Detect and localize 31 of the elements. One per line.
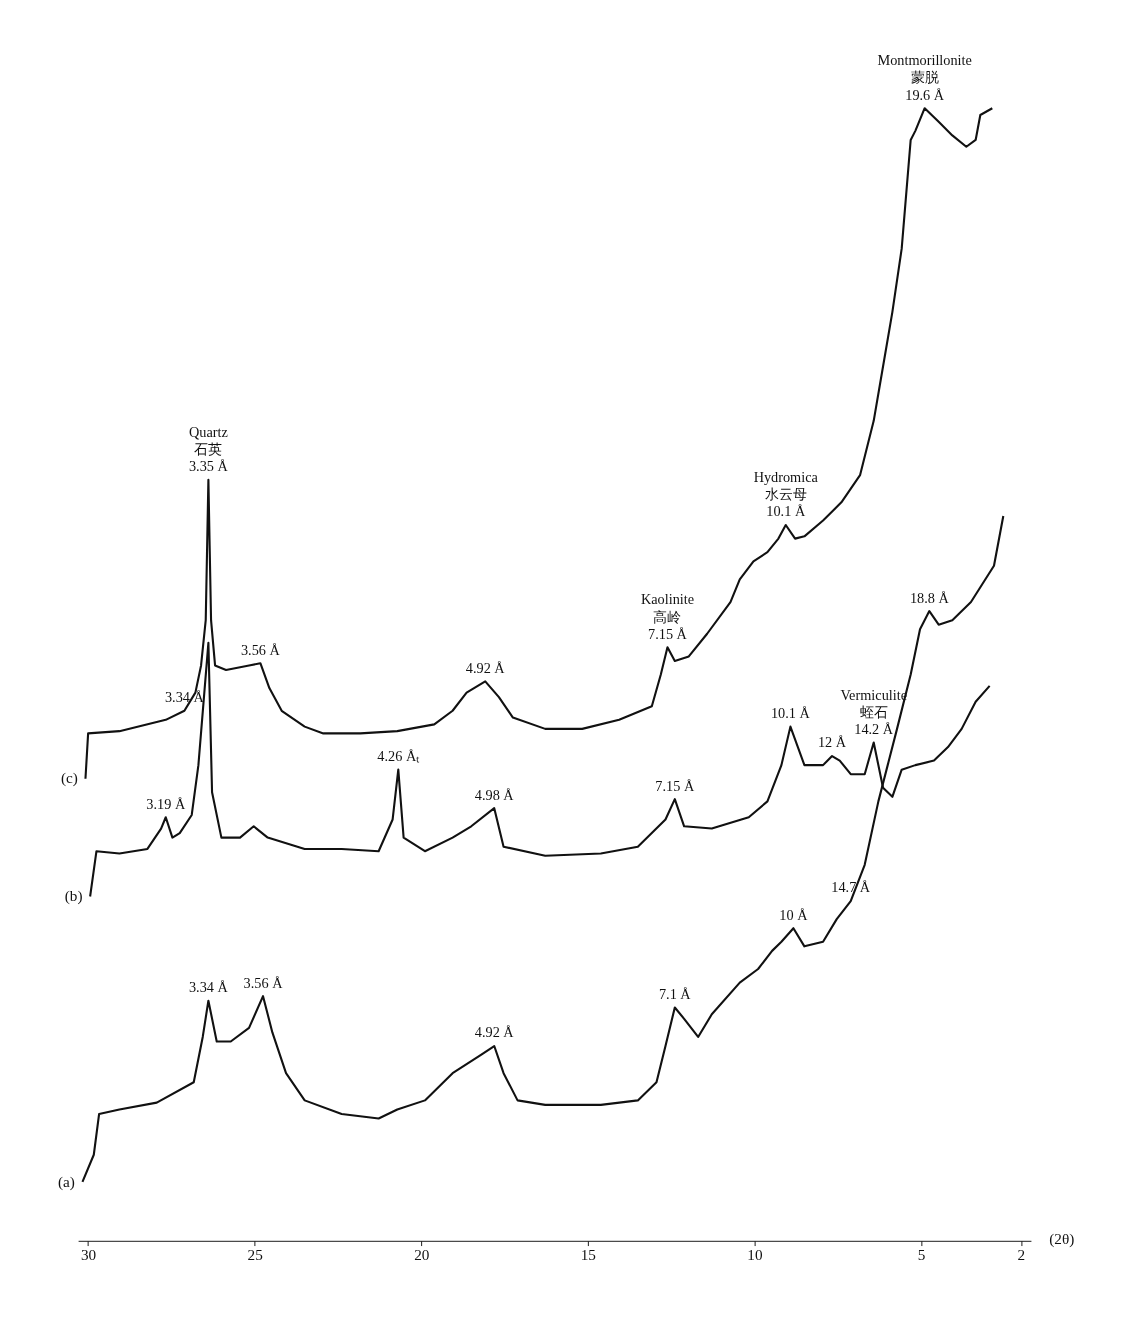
x-tick-label: 20 — [414, 1246, 430, 1264]
annotation: 4.26 Åₜ — [377, 748, 421, 765]
x-tick-label: 25 — [247, 1246, 264, 1264]
annotation: 4.98 Å — [474, 786, 515, 803]
annotation: 3.34 Å — [164, 689, 205, 706]
x-tick-label: 2 — [1017, 1246, 1026, 1264]
x-axis-title: (2θ) — [1049, 1230, 1075, 1249]
annotation: 3.56 Å — [243, 974, 284, 991]
annotation: 7.1 Å — [658, 985, 692, 1002]
annotation: 18.8 Å — [909, 589, 950, 606]
annotation: Montmorillonite 蒙脱 19.6 Å — [877, 52, 972, 103]
x-tick-label: 30 — [80, 1246, 97, 1264]
annotation: 12 Å — [817, 734, 847, 751]
annotation: 10.1 Å — [770, 705, 811, 722]
series-label: (b) — [64, 887, 83, 906]
annotation: Hydromica 水云母 10.1 Å — [753, 469, 819, 520]
series-label: (c) — [60, 769, 78, 788]
annotation: 3.34 Å — [188, 979, 229, 996]
annotation: 4.92 Å — [465, 659, 506, 676]
annotation: 14.7 Å — [831, 879, 871, 896]
annotation: 10 Å — [779, 906, 809, 923]
annotation: 4.92 Å — [474, 1024, 515, 1041]
x-tick-label: 5 — [917, 1246, 926, 1264]
annotation: 3.19 Å — [146, 795, 186, 812]
annotation: 3.56 Å — [240, 641, 281, 658]
annotation: 7.15 Å — [655, 777, 695, 794]
series-label: (a) — [57, 1172, 75, 1191]
x-tick-label: 10 — [747, 1246, 763, 1264]
annotation: Quartz 石英 3.35 Å — [188, 423, 229, 475]
x-tick-label: 15 — [580, 1246, 597, 1264]
annotation: Kaolinite 高岭 7.15 Å — [640, 591, 695, 642]
